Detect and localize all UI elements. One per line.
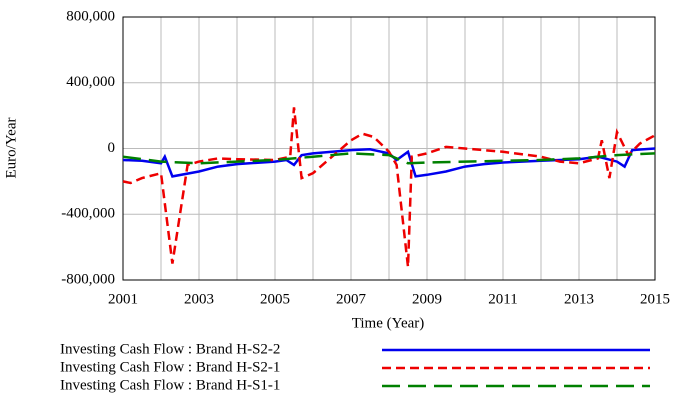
x-tick-label: 2015	[640, 291, 670, 307]
x-axis-label: Time (Year)	[352, 315, 425, 331]
x-tick-label: 2009	[412, 291, 442, 307]
legend-label: Investing Cash Flow : Brand H-S1-1	[60, 377, 280, 393]
legend-label: Investing Cash Flow : Brand H-S2-2	[60, 341, 280, 357]
y-tick-label: 0	[108, 140, 116, 156]
series-line	[122, 152, 656, 165]
x-tick-label: 2013	[564, 291, 594, 307]
x-tick-label: 2007	[336, 291, 367, 307]
series-line	[122, 107, 656, 268]
legend-label: Investing Cash Flow : Brand H-S2-1	[60, 359, 280, 375]
y-tick-label: -800,000	[61, 271, 115, 287]
y-axis-label: Euro/Year	[3, 118, 19, 179]
x-tick-label: 2003	[184, 291, 214, 307]
y-tick-label: 400,000	[66, 74, 115, 90]
x-tick-label: 2005	[260, 291, 290, 307]
x-tick-label: 2001	[108, 291, 138, 307]
x-tick-label: 2011	[488, 291, 517, 307]
y-tick-label: 800,000	[66, 8, 115, 24]
y-tick-label: -400,000	[61, 206, 115, 222]
